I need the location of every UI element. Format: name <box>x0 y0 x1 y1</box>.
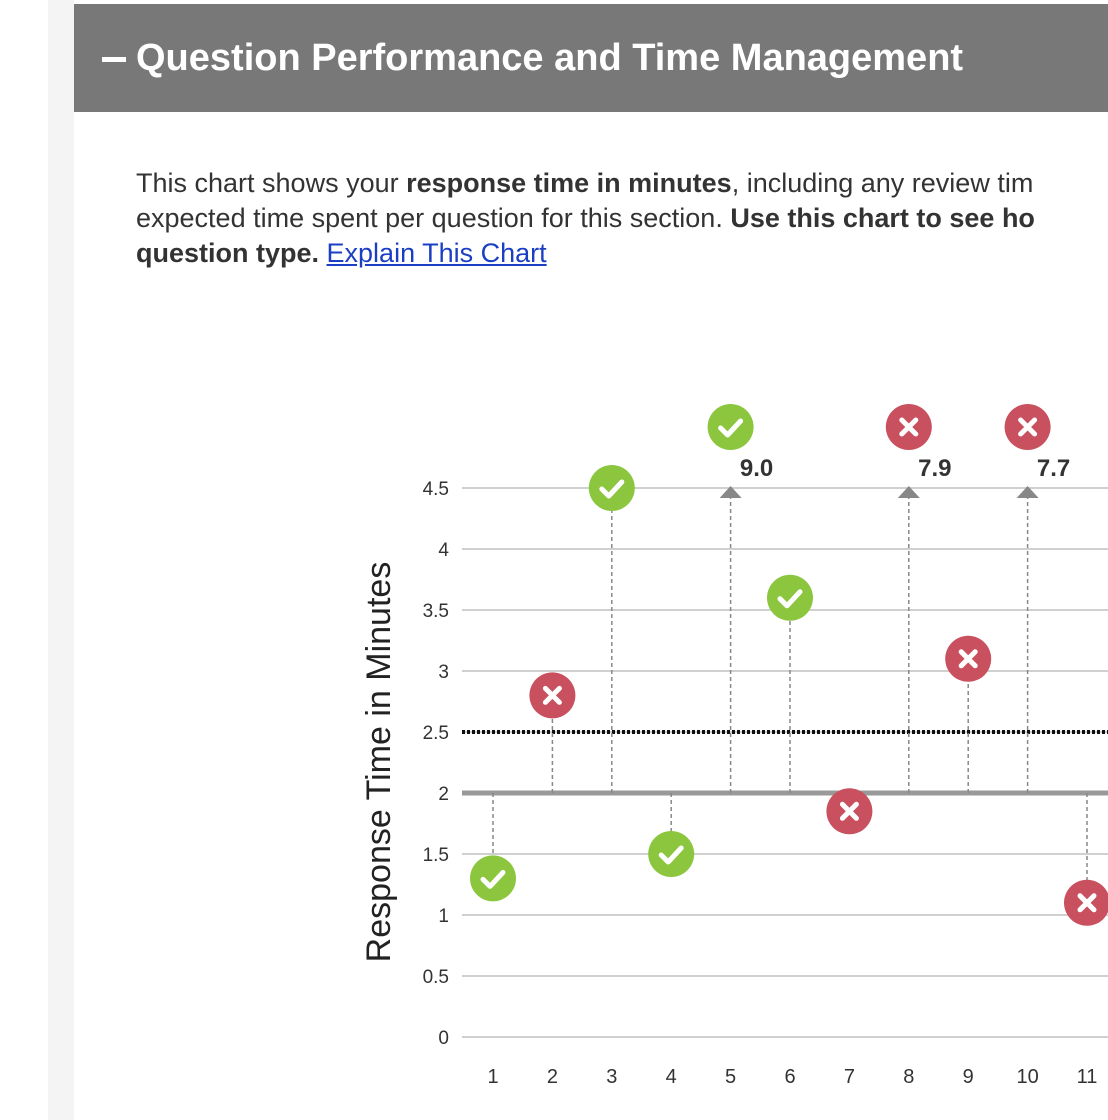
y-tick-label: 0 <box>438 1028 449 1049</box>
result-marker <box>470 855 516 902</box>
result-marker <box>1064 879 1108 926</box>
check-icon <box>718 418 744 438</box>
result-marker <box>648 831 695 877</box>
text: expected time spent per question for thi… <box>136 203 731 233</box>
y-tick-label: 4 <box>438 540 449 561</box>
y-tick-label: 4.5 <box>423 479 449 500</box>
y-tick-label: 3.5 <box>423 601 449 622</box>
y-axis-label: Response Time in Minutes <box>360 562 398 963</box>
marker-circle <box>470 855 516 902</box>
value-label: 7.9 <box>918 455 951 482</box>
y-tick-label: 2.5 <box>423 723 449 744</box>
x-tick-label: 6 <box>784 1066 795 1088</box>
y-tick-label: 1.5 <box>423 845 449 866</box>
y-tick-label: 0.5 <box>423 967 449 988</box>
bold-text: Use this chart to see ho <box>730 203 1035 233</box>
x-tick-label: 2 <box>547 1066 558 1088</box>
value-label: 7.7 <box>1037 455 1070 482</box>
x-tick-label: 10 <box>1016 1066 1038 1088</box>
overflow-arrow <box>719 486 742 498</box>
marker-circle <box>648 831 695 877</box>
explain-link[interactable]: Explain This Chart <box>326 238 547 268</box>
x-tick-label: 8 <box>903 1066 914 1088</box>
result-marker <box>1004 404 1051 450</box>
x-icon <box>542 685 562 705</box>
x-tick-label: 1 <box>487 1066 498 1088</box>
intro-line: question type. Explain This Chart <box>136 236 1035 271</box>
x-icon <box>1018 417 1038 437</box>
bold-text: response time in minutes <box>406 168 732 198</box>
intro-text: This chart shows your response time in m… <box>136 166 1035 271</box>
result-marker <box>767 574 813 621</box>
x-icon <box>899 417 919 437</box>
check-icon <box>599 479 625 499</box>
section-header[interactable]: Question Performance and Time Management <box>74 4 1108 112</box>
y-tick-label: 2 <box>438 784 449 805</box>
result-marker <box>885 404 932 450</box>
marker-circle <box>707 404 754 450</box>
x-tick-label: 4 <box>666 1066 677 1088</box>
x-tick-label: 3 <box>606 1066 617 1088</box>
collapse-icon[interactable] <box>102 57 126 62</box>
result-marker <box>707 404 754 450</box>
result-marker <box>588 465 635 511</box>
overflow-arrow <box>897 486 920 498</box>
x-icon <box>958 649 978 669</box>
text: This chart shows your <box>136 168 407 198</box>
text: , including any review tim <box>731 168 1034 198</box>
y-tick-label: 1 <box>438 906 449 927</box>
section-title[interactable]: Question Performance and Time Management <box>136 37 964 79</box>
side-strip <box>48 0 74 1120</box>
result-marker <box>945 635 992 682</box>
result-marker <box>529 672 576 719</box>
x-tick-label: 7 <box>844 1066 855 1088</box>
bold-text: question type. <box>136 238 320 268</box>
x-tick-label: 9 <box>963 1066 974 1088</box>
marker-circle <box>588 465 635 511</box>
x-icon <box>839 801 859 821</box>
y-tick-label: 3 <box>438 662 449 683</box>
marker-circle <box>767 574 813 621</box>
x-tick-label: 5 <box>725 1066 736 1088</box>
check-icon <box>658 845 684 865</box>
x-icon <box>1077 893 1097 913</box>
value-label: 9.0 <box>740 455 773 482</box>
intro-line: expected time spent per question for thi… <box>136 201 1035 236</box>
overflow-arrow <box>1016 486 1039 498</box>
result-marker <box>826 788 873 835</box>
check-icon <box>777 589 803 609</box>
x-tick-label: 11 <box>1077 1066 1098 1088</box>
intro-line: This chart shows your response time in m… <box>136 166 1035 201</box>
check-icon <box>480 869 506 889</box>
